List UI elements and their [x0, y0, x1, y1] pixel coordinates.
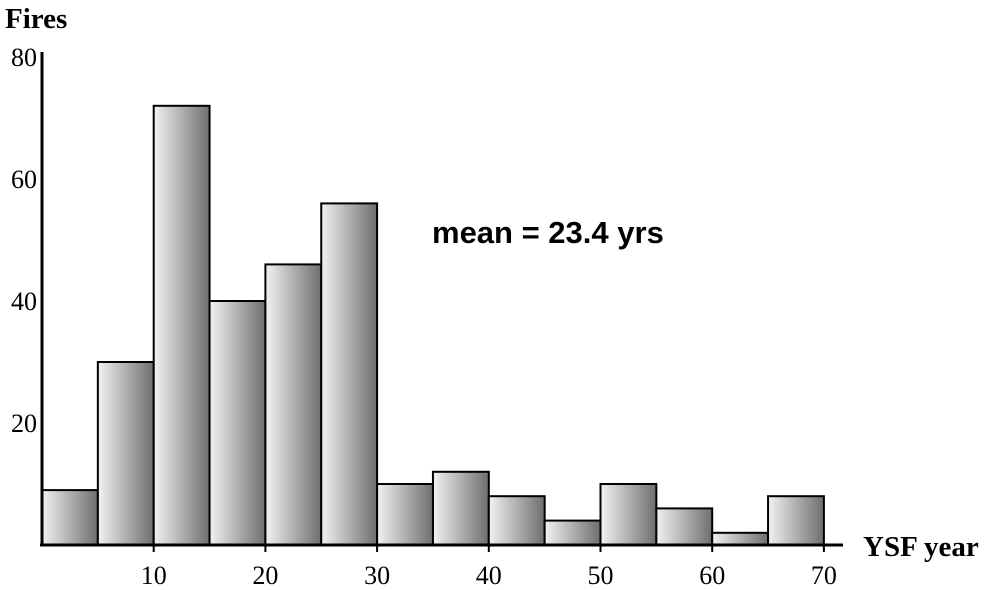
- histogram-bar-15-20: [208, 300, 267, 546]
- x-tick-label-10: 10: [141, 561, 167, 590]
- y-tick-label-60: 60: [11, 165, 37, 194]
- y-tick-label-80: 80: [11, 43, 37, 72]
- y-tick-label-20: 20: [11, 409, 37, 438]
- histogram-bar-0-5: [41, 489, 99, 547]
- x-ticks-group: 10 20 30 40 50 60 70: [141, 545, 837, 590]
- histogram-bar-35-40: [431, 470, 490, 546]
- histogram-bar-65-70: [767, 495, 825, 547]
- histogram-bar-40-45: [487, 495, 546, 547]
- histogram-bar-55-60: [655, 507, 714, 546]
- histogram-bar-30-35: [376, 483, 434, 546]
- x-axis-label: YSF year: [863, 531, 979, 563]
- y-tick-label-40: 40: [11, 287, 37, 316]
- histogram-bar-25-30: [320, 202, 379, 546]
- histogram-bar-60-65: [711, 531, 770, 546]
- mean-annotation: mean = 23.4 yrs: [432, 215, 664, 250]
- x-tick-label-70: 70: [811, 561, 837, 590]
- x-tick-label-60: 60: [699, 561, 725, 590]
- bars-group: [41, 104, 825, 547]
- x-tick-label-50: 50: [588, 561, 614, 590]
- x-tick-label-30: 30: [364, 561, 390, 590]
- x-tick-label-20: 20: [252, 561, 278, 590]
- y-axis-label: Fires: [5, 3, 67, 35]
- histogram-bar-45-50: [543, 519, 602, 546]
- histogram-bar-10-15: [152, 104, 211, 547]
- histogram-bar-20-25: [264, 263, 323, 546]
- histogram-bar-5-10: [96, 361, 155, 546]
- histogram-bar-50-55: [599, 483, 658, 546]
- x-tick-label-40: 40: [476, 561, 502, 590]
- y-ticks-group: 20 40 60 80: [11, 43, 37, 438]
